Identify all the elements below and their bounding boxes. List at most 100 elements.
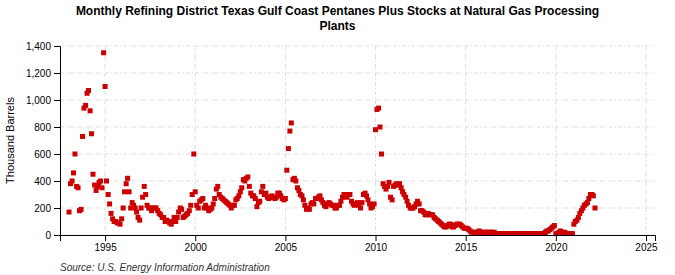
grid-line-x: [105, 46, 106, 235]
point: [80, 134, 85, 139]
grid-line-x: [555, 46, 556, 235]
point: [121, 206, 126, 211]
grid-line-x: [375, 46, 376, 235]
tick: 2010: [365, 235, 388, 253]
tick: 800: [34, 122, 60, 133]
point: [86, 88, 91, 93]
tick-mark: [54, 46, 60, 47]
point: [372, 201, 377, 206]
tick: 1,200: [26, 68, 60, 79]
point: [301, 197, 306, 202]
tick-mark: [195, 235, 196, 241]
point: [124, 181, 129, 186]
tick-mark: [376, 235, 377, 241]
tick-mark: [285, 235, 286, 241]
point: [390, 197, 395, 202]
point: [119, 216, 124, 221]
title-line: Plants: [319, 19, 355, 33]
point: [79, 207, 84, 212]
point: [200, 196, 205, 201]
point: [552, 223, 557, 228]
point: [109, 211, 114, 216]
point: [287, 129, 292, 134]
point: [212, 196, 217, 201]
point: [417, 201, 422, 206]
point: [196, 206, 201, 211]
point: [311, 201, 316, 206]
tick-mark: [54, 181, 60, 182]
tick-mark: [646, 235, 647, 241]
tick-label: 1,400: [26, 41, 51, 52]
point: [71, 170, 76, 175]
tick-label: 2005: [275, 242, 298, 253]
point: [193, 189, 198, 194]
point: [191, 152, 196, 157]
axis-line: [54, 47, 61, 236]
tick-mark: [466, 235, 467, 241]
point: [347, 192, 352, 197]
point: [247, 184, 252, 189]
tick-label: 2015: [455, 242, 478, 253]
point: [289, 120, 294, 125]
point: [188, 203, 193, 208]
point: [137, 218, 142, 223]
tick: 200: [34, 203, 60, 214]
tick-label: 400: [34, 176, 51, 187]
point: [358, 206, 363, 211]
tick-label: 1,200: [26, 68, 51, 79]
grid-line-y: [60, 73, 655, 74]
tick-label: 2000: [185, 242, 208, 253]
tick-label: 1995: [94, 242, 117, 253]
tick-label: 1,000: [26, 95, 51, 106]
tick-mark: [105, 235, 106, 241]
title-line: Monthly Refining District Texas Gulf Coa…: [76, 4, 599, 18]
tick: 2020: [545, 235, 568, 253]
point: [98, 179, 103, 184]
point: [83, 103, 88, 108]
grid-line-y: [60, 100, 655, 101]
tick: 2015: [455, 235, 478, 253]
grid-line-x: [285, 46, 286, 235]
chart: Monthly Refining District Texas Gulf Coa…: [0, 0, 675, 275]
source: Source: U.S. Energy Information Administ…: [60, 262, 270, 273]
tick-label: 0: [45, 230, 51, 241]
point: [215, 184, 220, 189]
tick-mark: [54, 73, 60, 74]
grid: [60, 46, 655, 235]
x-axis: 1995 2000 2005 2010 2015 2020 2025: [61, 235, 659, 253]
tick: 0: [45, 230, 60, 241]
point: [376, 106, 381, 111]
point: [379, 152, 384, 157]
tick-label: 2025: [635, 242, 658, 253]
tick: 1,400: [26, 41, 60, 52]
point: [70, 179, 75, 184]
point: [143, 192, 148, 197]
point: [72, 152, 77, 157]
grid-line-y: [60, 46, 655, 47]
point: [239, 185, 244, 190]
point: [139, 206, 144, 211]
point: [245, 174, 250, 179]
point: [286, 146, 291, 151]
point: [283, 196, 288, 201]
point: [211, 201, 216, 206]
grid-line-y: [60, 127, 655, 128]
tick-mark: [54, 208, 60, 209]
point: [187, 208, 192, 213]
grid-line-x: [465, 46, 466, 235]
point: [360, 200, 365, 205]
point: [257, 199, 262, 204]
tick-label: 2020: [545, 242, 568, 253]
title: Monthly Refining District Texas Gulf Coa…: [76, 4, 599, 33]
grid-line-y: [60, 181, 655, 182]
point: [76, 185, 81, 190]
point: [125, 176, 130, 181]
tick: 2005: [275, 235, 298, 253]
tick-label: 2010: [365, 242, 388, 253]
point: [101, 50, 106, 55]
point: [127, 189, 132, 194]
plot: 1995200020052010201520202025020040060080…: [26, 41, 658, 253]
point: [592, 206, 597, 211]
tick-label: 200: [34, 203, 51, 214]
point: [104, 179, 109, 184]
